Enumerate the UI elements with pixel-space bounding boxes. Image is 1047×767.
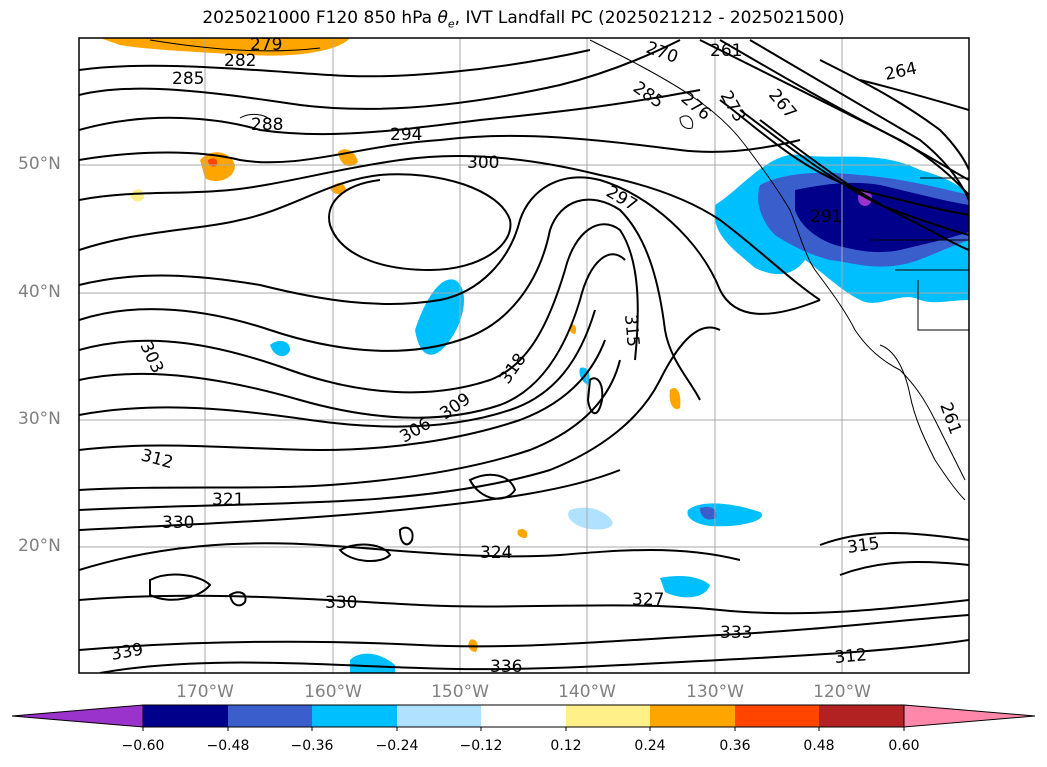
contour-label: 279 (250, 35, 282, 55)
contour-label: 261 (710, 41, 742, 61)
colorbar-tick-label: −0.48 (206, 738, 250, 754)
colorbar-tick-label: 0.24 (634, 738, 666, 754)
colorbar-box-6 (566, 705, 650, 727)
map-frame (78, 37, 970, 674)
lon-label-170w: 170°W (176, 682, 234, 702)
contour-label: 291 (810, 207, 842, 227)
contour-label: 315 (620, 314, 643, 348)
contour-label: 324 (480, 543, 512, 563)
colorbar-extend-high (903, 704, 1036, 728)
lon-label-130w: 130°W (686, 682, 744, 702)
lat-label-50n: 50°N (18, 154, 61, 174)
contour-label: 336 (490, 657, 522, 677)
colorbar-box-8 (735, 705, 819, 727)
colorbar-tick-label: −0.60 (121, 738, 165, 754)
lat-label-20n: 20°N (18, 536, 61, 556)
contour-label: 327 (632, 590, 664, 610)
colorbar-tick-label: −0.12 (459, 738, 503, 754)
lat-label-40n: 40°N (18, 282, 61, 302)
lon-label-120w: 120°W (813, 682, 871, 702)
contour-label: 285 (172, 69, 204, 89)
colorbar-box-1 (143, 705, 228, 727)
colorbar-box-2 (228, 705, 312, 727)
contour-label: 312 (834, 645, 868, 668)
contour-label: 288 (251, 115, 283, 135)
lat-label-30n: 30°N (18, 409, 61, 429)
colorbar-tick-label: 0.36 (719, 738, 751, 754)
lon-label-140w: 140°W (558, 682, 616, 702)
colorbar-box-7 (650, 705, 735, 727)
shading-negative-strong (795, 182, 969, 253)
contour-label: 315 (846, 534, 881, 558)
lon-label-150w: 150°W (431, 682, 489, 702)
lon-label-160w: 160°W (304, 682, 362, 702)
coastlines (149, 39, 969, 501)
contour-label: 282 (224, 51, 256, 71)
shading-negative-blob (415, 279, 465, 355)
contour-label: 333 (720, 623, 752, 643)
colorbar-tick-label: 0.48 (803, 738, 835, 754)
theta-e-contours (79, 39, 969, 673)
colorbar-tick-label: −0.36 (290, 738, 334, 754)
contour-label: 321 (212, 490, 244, 510)
contour-label: 300 (467, 153, 499, 173)
figure-title: 2025021000 F120 850 hPa θe, IVT Landfall… (202, 8, 845, 31)
colorbar-tick-label: 0.60 (888, 738, 920, 754)
colorbar (11, 704, 1036, 731)
contour-label: 330 (162, 513, 194, 533)
colorbar-box-3 (312, 705, 397, 727)
colorbar-box-9 (819, 705, 904, 727)
colorbar-box-4 (397, 705, 481, 727)
colorbar-tick-label: 0.12 (550, 738, 582, 754)
contour-label: 294 (390, 125, 422, 145)
colorbar-extend-low (11, 704, 144, 728)
colorbar-tick-label: −0.24 (375, 738, 419, 754)
colorbar-box-5 (481, 705, 566, 727)
contour-label: 330 (325, 593, 357, 613)
